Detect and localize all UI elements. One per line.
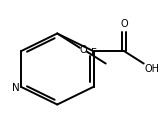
Text: O: O: [121, 19, 128, 29]
Text: O: O: [79, 45, 87, 55]
Text: OH: OH: [144, 64, 160, 74]
Text: F: F: [91, 48, 97, 58]
Text: N: N: [12, 83, 20, 93]
